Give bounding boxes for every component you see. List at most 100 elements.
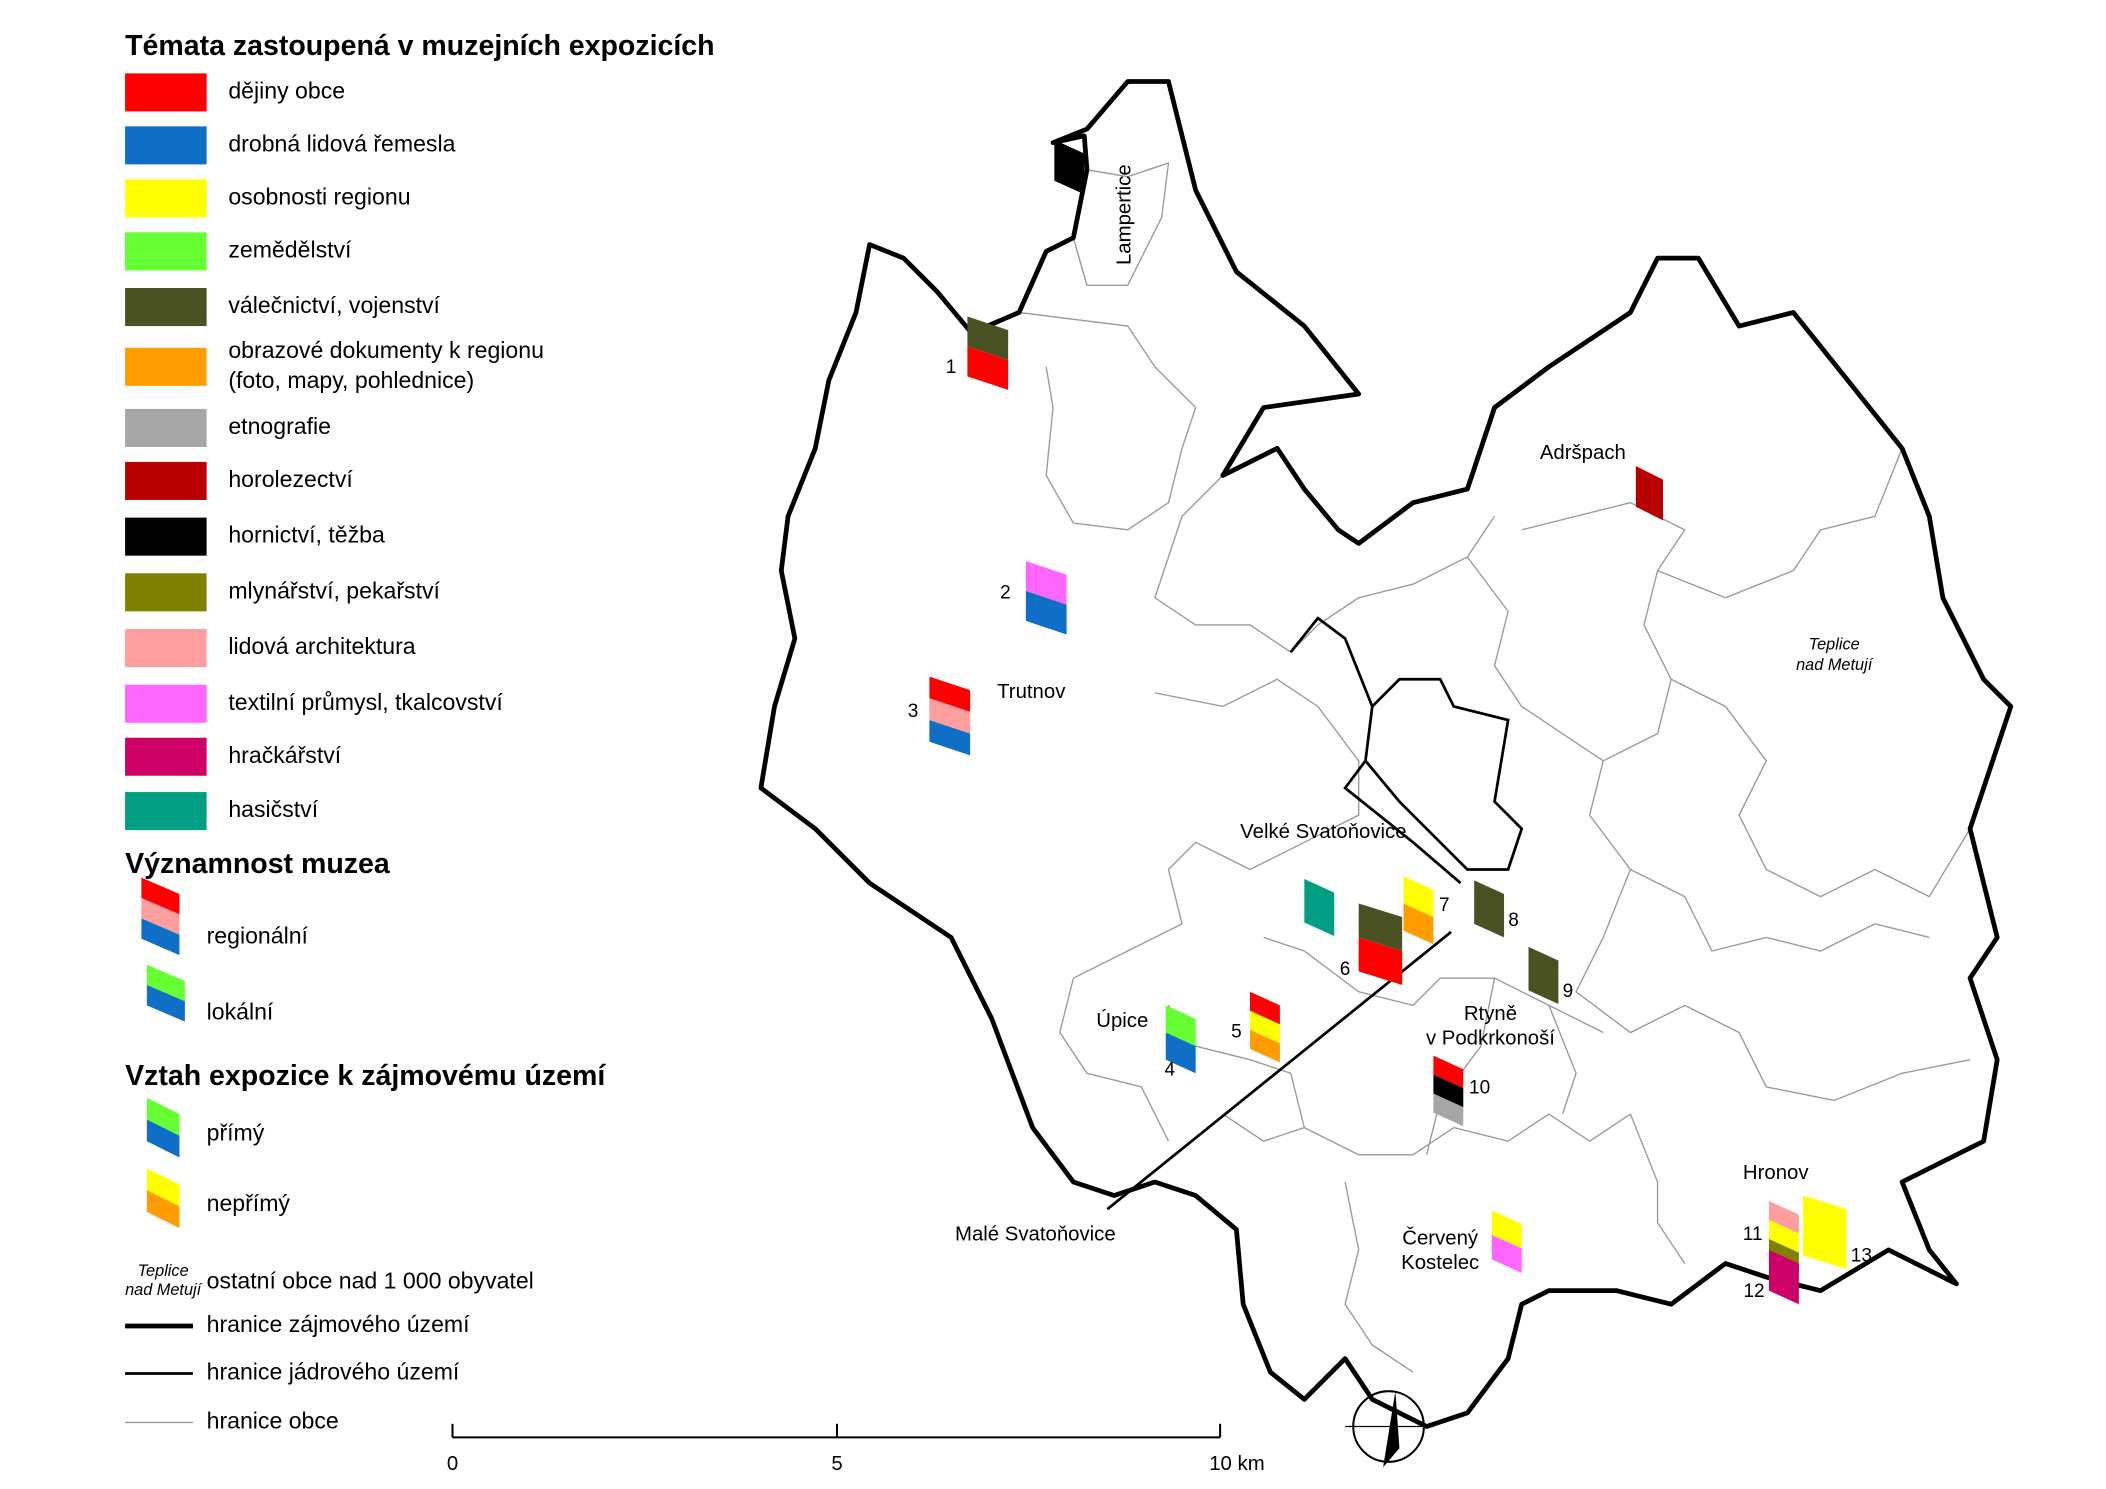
museum-symbol (1304, 878, 1335, 937)
museum-number: 1 (946, 357, 957, 378)
place-name: Teplice (1809, 636, 1860, 654)
museum-symbol (1474, 880, 1505, 938)
museum-number: 2 (1000, 583, 1011, 604)
legend-swatch (125, 792, 207, 831)
museum-symbol (1528, 946, 1559, 1004)
museum-symbol (929, 676, 971, 712)
legend-title: Témata zastoupená v muzejních expozicích (125, 30, 715, 62)
museum-symbol (1249, 991, 1280, 1025)
legend-symbol (141, 898, 180, 935)
museum-symbol (1054, 139, 1085, 195)
museum-symbol (1249, 1010, 1280, 1044)
museum-symbol (1433, 1093, 1464, 1127)
section-title: Významnost muzea (125, 848, 391, 880)
museum-symbol (1249, 1029, 1280, 1063)
legend-swatch (125, 347, 207, 386)
museum-number: 11 (1743, 1224, 1763, 1245)
legend-label: hranice zájmového území (207, 1311, 471, 1337)
legend-label: obrazové dokumenty k regionu (228, 337, 544, 363)
legend-label: osobnosti regionu (228, 183, 410, 209)
museum-number: 12 (1743, 1281, 1764, 1302)
museum-symbol (1025, 590, 1067, 635)
legend-swatch (125, 126, 207, 165)
museum-number: 5 (1231, 1022, 1242, 1043)
museum-symbol (1768, 1220, 1799, 1253)
museum-symbol (1358, 903, 1403, 952)
museum-symbol (1358, 937, 1403, 985)
place-name: nad Metují (1796, 656, 1874, 674)
place-name: Úpice (1096, 1009, 1148, 1032)
legend-label: mlynářství, pekařství (228, 577, 440, 603)
legend-swatch (125, 288, 207, 327)
legend-swatch (125, 232, 207, 271)
place-name: Hronov (1743, 1162, 1809, 1184)
legend-label: přímý (207, 1120, 265, 1146)
museum-symbol (1802, 1195, 1847, 1269)
legend-swatch (125, 517, 207, 556)
legend-label: dějiny obce (228, 77, 345, 103)
place-name: Adršpach (1540, 442, 1626, 464)
legend-label: hasičství (228, 796, 318, 822)
legend-label: lokální (207, 999, 274, 1025)
legend-label: lidová architektura (228, 633, 415, 659)
museum-number: 3 (908, 701, 919, 722)
area-boundary (758, 79, 2014, 1429)
legend-label: hranice jádrového území (207, 1359, 460, 1385)
legend-symbol (146, 964, 185, 1002)
place-name: Malé Svatoňovice (955, 1223, 1116, 1245)
legend-label: nepřímý (207, 1190, 291, 1216)
legend-symbol (141, 877, 180, 915)
museum-symbol (1025, 561, 1067, 605)
museum-symbol (1165, 1032, 1196, 1074)
place-name: Rtyně (1464, 1003, 1517, 1025)
legend-label: textilní průmysl, tkalcovství (228, 689, 503, 715)
museum-symbol (1491, 1234, 1522, 1273)
legend-swatch (125, 737, 207, 776)
museum-number: 7 (1439, 895, 1450, 916)
legend-swatch (125, 179, 207, 218)
museum-symbol (1768, 1200, 1799, 1234)
museum-symbol (967, 346, 1009, 390)
legend-sample: nad Metují (125, 1281, 203, 1299)
museum-symbol (1491, 1210, 1522, 1249)
legend-symbol (146, 1097, 180, 1136)
place-name: Trutnov (997, 681, 1066, 703)
legend-symbol (146, 1168, 180, 1207)
legend-label: hornictví, těžba (228, 522, 385, 548)
museum-number: 4 (1165, 1060, 1176, 1081)
legend-sample: Teplice (138, 1262, 189, 1280)
legend-swatch (125, 461, 207, 500)
legend-label: ostatní obce nad 1 000 obyvatel (207, 1268, 534, 1294)
legend-label: (foto, mapy, pohlednice) (228, 367, 474, 393)
legend-label: horolezectví (228, 466, 353, 492)
scale-label: 5 (831, 1453, 842, 1475)
museum-number: 6 (1340, 959, 1351, 980)
place-name: Lampertice (1113, 164, 1135, 265)
legend-label: drobná lidová řemesla (228, 130, 455, 156)
museum-symbol (1403, 903, 1434, 945)
municipal-boundaries (1018, 162, 1971, 1373)
museum-number: 13 (1851, 1246, 1872, 1267)
museum-symbol (1433, 1055, 1464, 1089)
place-name: Velké Svatoňovice (1240, 821, 1406, 843)
museum-symbol (1635, 465, 1664, 521)
legend-label: regionální (207, 923, 309, 949)
legend-swatch (125, 73, 207, 112)
legend-label: hračkářství (228, 742, 341, 768)
legend-swatch (125, 684, 207, 723)
legend-label: zemědělství (228, 236, 352, 262)
legend-symbol (146, 1119, 180, 1158)
legend-swatch (125, 408, 207, 447)
legend-symbol (146, 1190, 180, 1229)
museum-symbol (929, 720, 971, 756)
scale-label: 10 km (1209, 1453, 1264, 1475)
compass (1345, 1390, 1434, 1468)
museum-symbol (1768, 1249, 1799, 1305)
legend-symbol (141, 918, 180, 956)
museum-symbol (1433, 1074, 1464, 1108)
museum-number: 10 (1469, 1077, 1490, 1098)
place-name: Červený (1402, 1226, 1479, 1249)
place-name: Kostelec (1401, 1252, 1479, 1274)
